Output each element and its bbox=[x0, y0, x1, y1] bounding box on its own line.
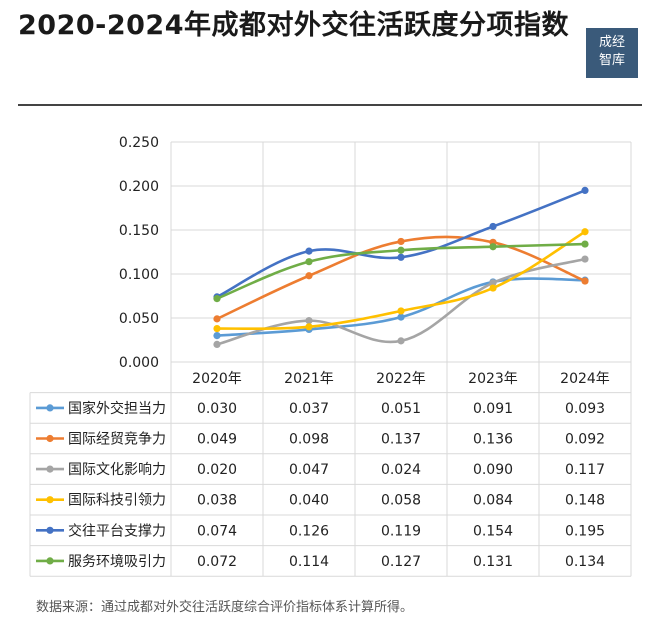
data-point bbox=[489, 284, 497, 292]
data-point bbox=[581, 240, 589, 248]
table-value-cell: 0.030 bbox=[197, 401, 237, 417]
data-point bbox=[213, 340, 221, 348]
table-value-cell: 0.195 bbox=[565, 523, 605, 539]
legend-series-name: 服务环境吸引力 bbox=[68, 554, 166, 570]
data-source-note: 数据来源：通过成都对外交往活跃度综合评价指标体系计算所得。 bbox=[36, 600, 414, 615]
data-point bbox=[305, 272, 313, 280]
table-value-cell: 0.136 bbox=[473, 432, 513, 448]
legend-series-name: 国际文化影响力 bbox=[68, 462, 166, 478]
data-point bbox=[581, 277, 589, 285]
x-category-label: 2020年 bbox=[192, 371, 242, 387]
legend-series-name: 国际科技引领力 bbox=[68, 493, 166, 509]
data-point bbox=[581, 186, 589, 194]
table-value-cell: 0.131 bbox=[473, 554, 513, 570]
table-value-cell: 0.093 bbox=[565, 401, 605, 417]
table-value-cell: 0.148 bbox=[565, 493, 605, 509]
table-value-cell: 0.049 bbox=[197, 432, 237, 448]
data-point bbox=[305, 258, 313, 266]
data-point bbox=[213, 315, 221, 323]
table-value-cell: 0.098 bbox=[289, 432, 329, 448]
table-value-cell: 0.154 bbox=[473, 523, 513, 539]
data-point bbox=[397, 253, 405, 261]
legend-key-marker bbox=[46, 465, 54, 473]
legend-key-marker bbox=[46, 557, 54, 565]
table-value-cell: 0.091 bbox=[473, 401, 513, 417]
title-divider bbox=[18, 104, 642, 106]
y-tick-label: 0.050 bbox=[119, 311, 159, 327]
table-value-cell: 0.072 bbox=[197, 554, 237, 570]
brand-logo-text: 成经智库 bbox=[598, 35, 625, 68]
legend-key-marker bbox=[46, 526, 54, 534]
y-tick-label: 0.200 bbox=[119, 179, 159, 195]
data-point bbox=[397, 307, 405, 315]
data-point bbox=[305, 323, 313, 331]
chart-title: 2020-2024年成都对外交往活跃度分项指数 bbox=[18, 10, 569, 41]
data-point bbox=[397, 313, 405, 321]
legend-series-name: 国家外交担当力 bbox=[68, 400, 166, 417]
table-value-cell: 0.024 bbox=[381, 462, 421, 478]
table-value-cell: 0.074 bbox=[197, 523, 237, 539]
y-tick-label: 0.100 bbox=[119, 267, 159, 283]
legend-key-marker bbox=[46, 404, 54, 412]
table-value-cell: 0.040 bbox=[289, 493, 329, 509]
table-value-cell: 0.084 bbox=[473, 493, 513, 509]
x-category-label: 2022年 bbox=[376, 371, 426, 387]
data-point bbox=[305, 247, 313, 255]
table-value-cell: 0.038 bbox=[197, 493, 237, 509]
legend-series-name: 交往平台支撑力 bbox=[68, 522, 166, 539]
brand-logo: 成经智库 bbox=[586, 28, 638, 78]
data-point bbox=[397, 246, 405, 254]
data-point bbox=[489, 243, 497, 251]
table-value-cell: 0.037 bbox=[289, 401, 329, 417]
data-point bbox=[213, 332, 221, 340]
table-value-cell: 0.051 bbox=[381, 401, 421, 417]
y-tick-label: 0.150 bbox=[119, 223, 159, 239]
table-value-cell: 0.137 bbox=[381, 432, 421, 448]
table-value-cell: 0.020 bbox=[197, 462, 237, 478]
table-value-cell: 0.134 bbox=[565, 554, 605, 570]
table-value-cell: 0.058 bbox=[381, 493, 421, 509]
x-category-label: 2024年 bbox=[560, 371, 610, 387]
legend-series-name: 国际经贸竞争力 bbox=[68, 431, 166, 448]
x-category-label: 2023年 bbox=[468, 371, 518, 387]
data-point bbox=[305, 317, 313, 325]
data-point bbox=[397, 237, 405, 246]
data-point bbox=[397, 337, 405, 345]
table-value-cell: 0.090 bbox=[473, 462, 513, 478]
data-point bbox=[213, 295, 221, 303]
table-value-cell: 0.119 bbox=[381, 523, 421, 539]
data-point bbox=[213, 324, 221, 333]
table-value-cell: 0.092 bbox=[565, 432, 605, 448]
table-value-cell: 0.126 bbox=[289, 523, 329, 539]
y-tick-label: 0.250 bbox=[119, 135, 159, 151]
legend-key-marker bbox=[46, 496, 54, 504]
legend-key-marker bbox=[46, 434, 54, 443]
data-point bbox=[581, 255, 589, 263]
data-point bbox=[581, 228, 589, 236]
table-value-cell: 0.047 bbox=[289, 462, 329, 478]
data-point bbox=[489, 279, 497, 287]
table-value-cell: 0.114 bbox=[289, 554, 329, 570]
table-value-cell: 0.117 bbox=[565, 462, 605, 478]
data-point bbox=[489, 222, 497, 231]
table-value-cell: 0.127 bbox=[381, 554, 421, 570]
y-tick-label: 0.000 bbox=[119, 355, 159, 371]
x-category-label: 2021年 bbox=[284, 371, 334, 387]
